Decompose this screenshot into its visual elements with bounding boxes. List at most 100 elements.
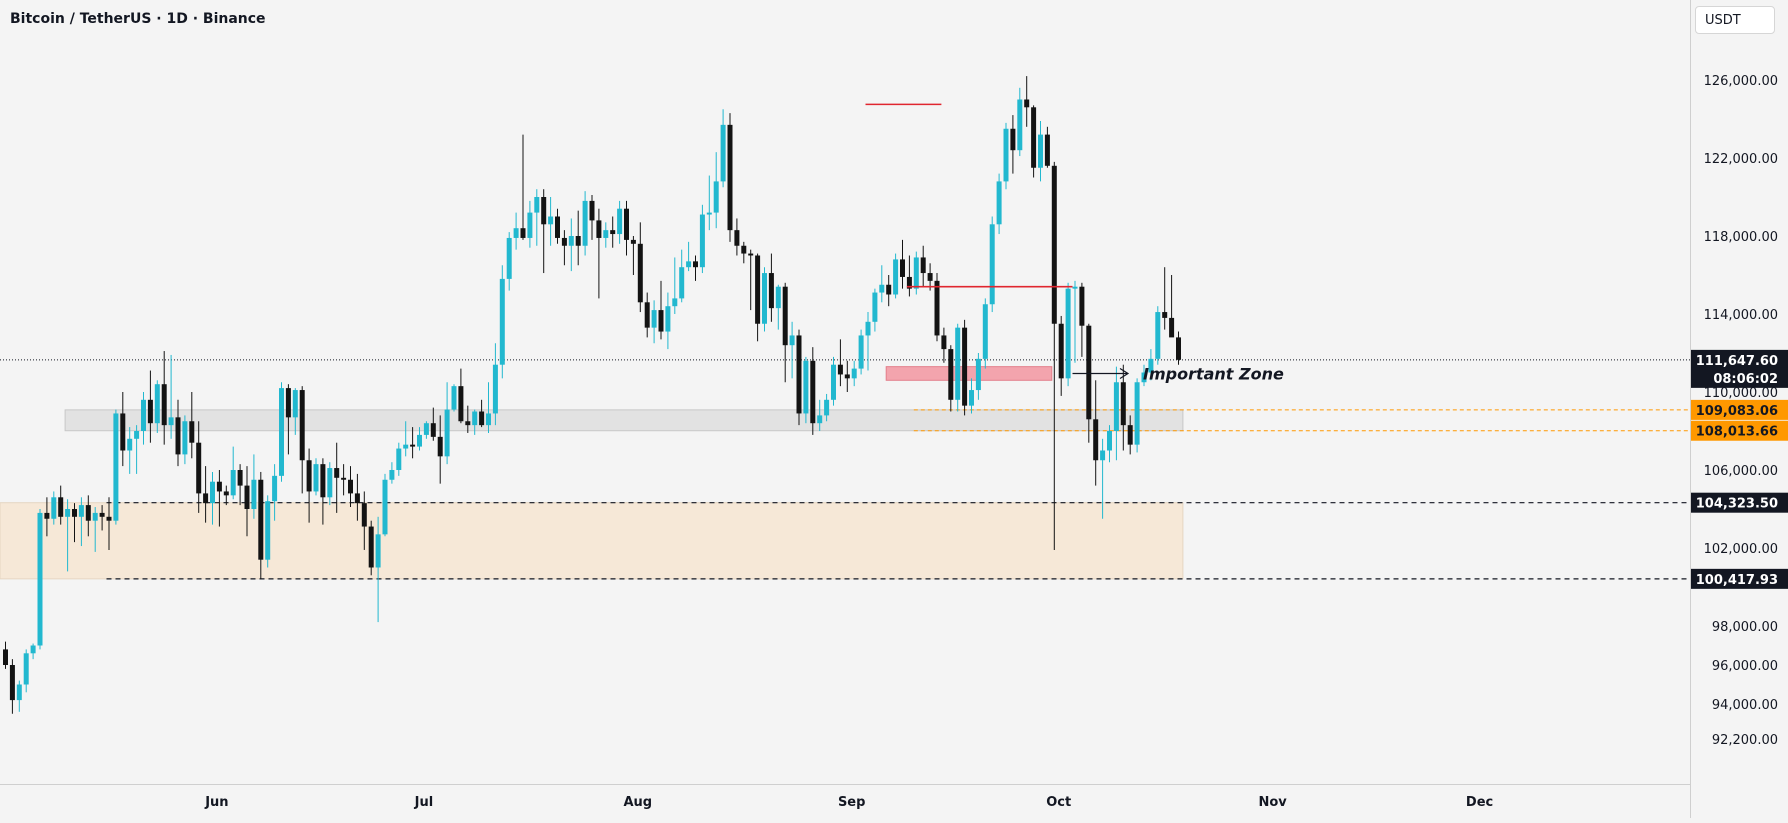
price-label-box bbox=[1691, 367, 1788, 388]
candle-body bbox=[1058, 323, 1064, 379]
candle-body bbox=[1031, 107, 1037, 168]
candle-body bbox=[37, 512, 43, 646]
candle-body bbox=[279, 388, 284, 476]
candle-body bbox=[210, 481, 215, 504]
candle-body bbox=[51, 497, 57, 519]
candle-body bbox=[872, 292, 878, 322]
candle-body bbox=[1107, 431, 1112, 451]
candle-body bbox=[354, 493, 360, 504]
candle-body bbox=[975, 358, 981, 391]
price-label-box bbox=[1691, 420, 1788, 441]
candle-body bbox=[561, 237, 567, 246]
time-scale bbox=[0, 784, 1690, 818]
candle-body bbox=[589, 200, 595, 221]
candle-body bbox=[720, 124, 726, 182]
candle-body bbox=[603, 230, 609, 238]
candle-body bbox=[417, 434, 422, 447]
y-tick-label: 94,000.00 bbox=[1712, 698, 1778, 713]
arrow-head-icon bbox=[1119, 367, 1130, 379]
candle-body bbox=[699, 214, 705, 268]
gray-zone bbox=[64, 409, 1184, 432]
candle-body bbox=[113, 413, 119, 521]
candle-body bbox=[741, 245, 747, 254]
candle-body bbox=[292, 390, 298, 418]
candle-body bbox=[423, 423, 429, 435]
candle-body bbox=[1044, 134, 1050, 166]
price-label-box bbox=[1691, 399, 1788, 420]
candle-body bbox=[693, 261, 698, 268]
candle-body bbox=[451, 386, 457, 410]
candle-body bbox=[285, 388, 291, 418]
candle-body bbox=[244, 485, 250, 509]
candle-body bbox=[886, 284, 892, 295]
candle-body bbox=[1169, 317, 1175, 338]
candle-body bbox=[796, 335, 802, 414]
candle-body bbox=[1003, 128, 1009, 182]
price-label-box bbox=[1691, 349, 1788, 370]
chart-title: Bitcoin / TetherUS · 1D · Binance bbox=[10, 11, 266, 27]
candle-body bbox=[65, 509, 71, 517]
candle-body bbox=[479, 411, 485, 426]
candle-body bbox=[762, 273, 767, 324]
candle-body bbox=[9, 665, 15, 701]
y-tick-label: 114,000.00 bbox=[1704, 308, 1778, 323]
candle-body bbox=[824, 399, 830, 416]
candle-body bbox=[78, 505, 84, 517]
candle-body bbox=[568, 236, 574, 246]
candle-body bbox=[203, 493, 209, 504]
x-tick-label: Nov bbox=[1258, 795, 1287, 810]
y-tick-label: 110,000.00 bbox=[1704, 386, 1778, 401]
candle-body bbox=[382, 479, 388, 535]
candle-body bbox=[1051, 165, 1057, 324]
candle-body bbox=[679, 267, 685, 299]
important-zone-label: Important Zone bbox=[1143, 364, 1284, 383]
candle-body bbox=[934, 280, 940, 336]
candle-body bbox=[789, 335, 795, 346]
candle-body bbox=[955, 327, 961, 400]
important-zone bbox=[885, 366, 1053, 381]
candle-body bbox=[817, 415, 823, 424]
candle-body bbox=[216, 481, 222, 492]
candle-body bbox=[713, 181, 719, 213]
currency-selector[interactable]: USDT bbox=[1695, 6, 1775, 34]
candle-body bbox=[313, 464, 319, 492]
candle-body bbox=[334, 468, 340, 478]
candle-body bbox=[258, 479, 264, 560]
candle-body bbox=[375, 534, 381, 568]
candle-body bbox=[1079, 286, 1085, 326]
candle-body bbox=[844, 374, 850, 379]
candle-body bbox=[341, 477, 347, 480]
candle-body bbox=[893, 259, 899, 295]
candle-body bbox=[127, 438, 133, 451]
candle-body bbox=[182, 421, 188, 455]
candle-body bbox=[969, 390, 974, 406]
candle-body bbox=[161, 384, 167, 426]
candle-body bbox=[1024, 99, 1030, 108]
y-tick-label: 126,000.00 bbox=[1704, 74, 1778, 89]
candle-body bbox=[361, 503, 367, 527]
candle-body bbox=[154, 384, 160, 424]
candle-body bbox=[513, 228, 519, 238]
candle-body bbox=[858, 335, 864, 369]
candle-body bbox=[527, 212, 533, 238]
candle-body bbox=[189, 421, 195, 443]
candle-body bbox=[1127, 425, 1133, 445]
candle-body bbox=[831, 364, 836, 400]
candle-body bbox=[472, 411, 478, 426]
candle-body bbox=[3, 649, 8, 665]
candle-body bbox=[596, 220, 602, 238]
x-tick-label: Oct bbox=[1046, 795, 1071, 810]
candle-body bbox=[1134, 382, 1140, 445]
candle-body bbox=[913, 257, 919, 289]
candle-body bbox=[996, 181, 1002, 225]
candle-body bbox=[686, 261, 692, 268]
candle-body bbox=[368, 526, 374, 568]
candle-body bbox=[775, 286, 781, 309]
candle-body bbox=[706, 212, 712, 215]
candle-body bbox=[506, 237, 512, 279]
candle-body bbox=[272, 475, 278, 502]
candle-body bbox=[520, 228, 526, 238]
price-label: 108,013.66 bbox=[1696, 425, 1778, 440]
